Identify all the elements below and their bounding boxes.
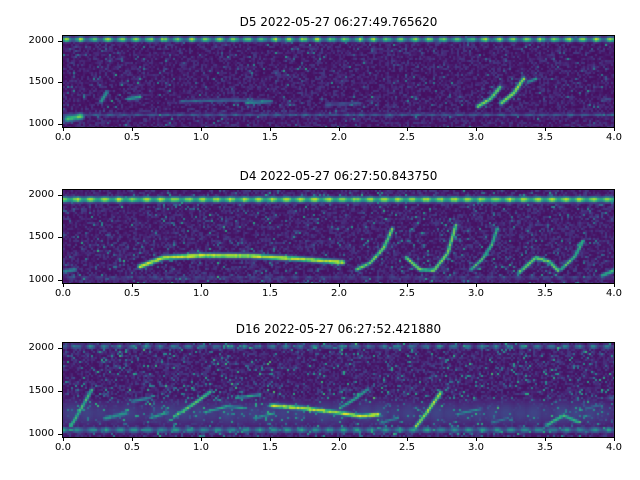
- x-tick-mark: [476, 438, 477, 441]
- x-tick-label: 2.5: [399, 132, 415, 143]
- x-tick-label: 3.0: [468, 132, 484, 143]
- x-tick-mark: [407, 128, 408, 131]
- y-tick-label: 1000: [28, 118, 54, 129]
- x-tick-label: 3.0: [468, 442, 484, 453]
- x-tick-label: 1.0: [193, 288, 209, 299]
- x-tick-label: 0.5: [124, 442, 140, 453]
- x-tick-mark: [407, 284, 408, 287]
- x-tick-label: 2.5: [399, 288, 415, 299]
- x-tick-mark: [132, 438, 133, 441]
- y-tick-label: 1500: [28, 385, 54, 396]
- y-tick-mark: [58, 280, 62, 281]
- x-tick-mark: [132, 128, 133, 131]
- subplot-d5-spectrogram-canvas: [63, 36, 614, 127]
- x-tick-mark: [270, 128, 271, 131]
- x-tick-mark: [545, 438, 546, 441]
- x-tick-label: 2.0: [331, 132, 347, 143]
- x-tick-mark: [201, 284, 202, 287]
- x-tick-label: 1.0: [193, 132, 209, 143]
- x-tick-label: 3.5: [537, 288, 553, 299]
- x-tick-label: 3.5: [537, 132, 553, 143]
- x-tick-label: 4.0: [606, 132, 622, 143]
- x-tick-label: 0.0: [55, 132, 71, 143]
- subplot-d16-spectrogram-canvas: [63, 343, 614, 437]
- x-tick-label: 0.5: [124, 132, 140, 143]
- x-tick-mark: [407, 438, 408, 441]
- x-tick-mark: [63, 128, 64, 131]
- x-tick-mark: [339, 438, 340, 441]
- y-tick-label: 2000: [28, 189, 54, 200]
- x-tick-label: 1.0: [193, 442, 209, 453]
- x-tick-mark: [63, 438, 64, 441]
- subplot-d4-title: D4 2022-05-27 06:27:50.843750: [239, 169, 438, 183]
- x-tick-label: 4.0: [606, 442, 622, 453]
- y-tick-label: 2000: [28, 342, 54, 353]
- subplot-d4-plot-area: [62, 189, 615, 284]
- x-tick-mark: [614, 128, 615, 131]
- y-tick-label: 1500: [28, 231, 54, 242]
- subplot-d16-title: D16 2022-05-27 06:27:52.421880: [235, 322, 442, 336]
- x-tick-mark: [270, 284, 271, 287]
- y-tick-mark: [58, 82, 62, 83]
- x-tick-label: 0.0: [55, 288, 71, 299]
- x-tick-label: 0.5: [124, 288, 140, 299]
- x-tick-label: 1.5: [262, 442, 278, 453]
- x-tick-mark: [201, 438, 202, 441]
- y-tick-mark: [58, 348, 62, 349]
- x-tick-label: 4.0: [606, 288, 622, 299]
- subplot-d4-spectrogram-canvas: [63, 190, 614, 283]
- x-tick-label: 2.0: [331, 288, 347, 299]
- subplot-d16-plot-area: [62, 342, 615, 438]
- x-tick-mark: [132, 284, 133, 287]
- y-tick-mark: [58, 195, 62, 196]
- x-tick-mark: [201, 128, 202, 131]
- x-tick-mark: [270, 438, 271, 441]
- y-tick-mark: [58, 41, 62, 42]
- y-tick-mark: [58, 237, 62, 238]
- y-tick-label: 2000: [28, 35, 54, 46]
- x-tick-label: 3.5: [537, 442, 553, 453]
- y-tick-mark: [58, 391, 62, 392]
- x-tick-label: 0.0: [55, 442, 71, 453]
- x-tick-mark: [339, 284, 340, 287]
- y-tick-label: 1500: [28, 76, 54, 87]
- x-tick-mark: [476, 284, 477, 287]
- x-tick-mark: [476, 128, 477, 131]
- x-tick-label: 2.5: [399, 442, 415, 453]
- y-tick-label: 1000: [28, 428, 54, 439]
- y-tick-label: 1000: [28, 274, 54, 285]
- x-tick-label: 3.0: [468, 288, 484, 299]
- y-tick-mark: [58, 124, 62, 125]
- x-tick-mark: [339, 128, 340, 131]
- subplot-d5-plot-area: [62, 35, 615, 128]
- x-tick-mark: [614, 284, 615, 287]
- x-tick-label: 2.0: [331, 442, 347, 453]
- x-tick-mark: [545, 128, 546, 131]
- x-tick-mark: [614, 438, 615, 441]
- x-tick-label: 1.5: [262, 132, 278, 143]
- x-tick-mark: [545, 284, 546, 287]
- x-tick-label: 1.5: [262, 288, 278, 299]
- subplot-d5-title: D5 2022-05-27 06:27:49.765620: [239, 15, 438, 29]
- y-tick-mark: [58, 434, 62, 435]
- x-tick-mark: [63, 284, 64, 287]
